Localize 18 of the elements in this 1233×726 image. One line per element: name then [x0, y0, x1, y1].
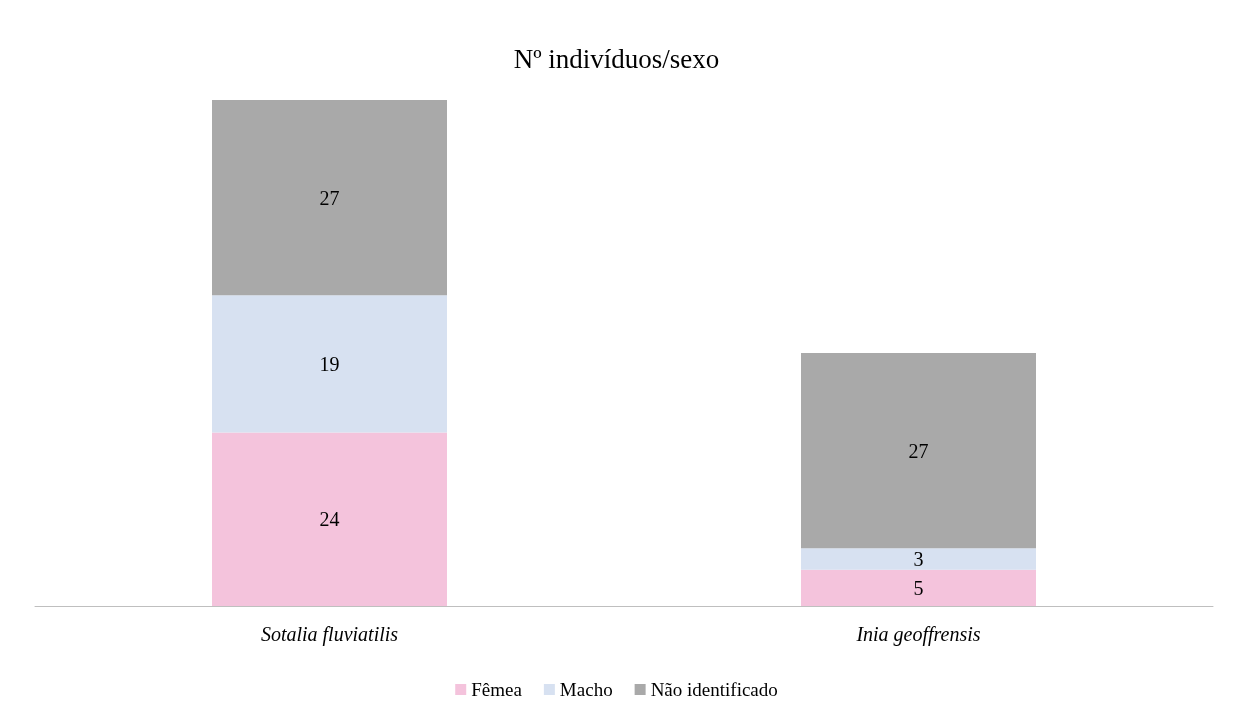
- chart-title: Nº indivíduos/sexo: [513, 43, 720, 74]
- data-label: 3: [913, 548, 924, 571]
- bar: [212, 295, 447, 433]
- data-label: 19: [319, 352, 340, 375]
- bar: [212, 100, 447, 296]
- legend-label: Fêmea: [471, 679, 523, 700]
- data-label: 27: [319, 186, 340, 209]
- data-label: 24: [319, 508, 340, 531]
- data-label: 5: [913, 576, 924, 599]
- legend-label: Macho: [559, 679, 613, 700]
- x-tick-label: Sotalia fluviatilis: [260, 623, 399, 646]
- bar: [212, 432, 447, 606]
- bar: [801, 569, 1036, 606]
- x-tick-label: Inia geoffrensis: [855, 623, 981, 646]
- bar: [801, 353, 1036, 549]
- bar: [801, 548, 1036, 570]
- legend-label: Não identificado: [650, 679, 778, 700]
- data-label: 27: [908, 439, 929, 462]
